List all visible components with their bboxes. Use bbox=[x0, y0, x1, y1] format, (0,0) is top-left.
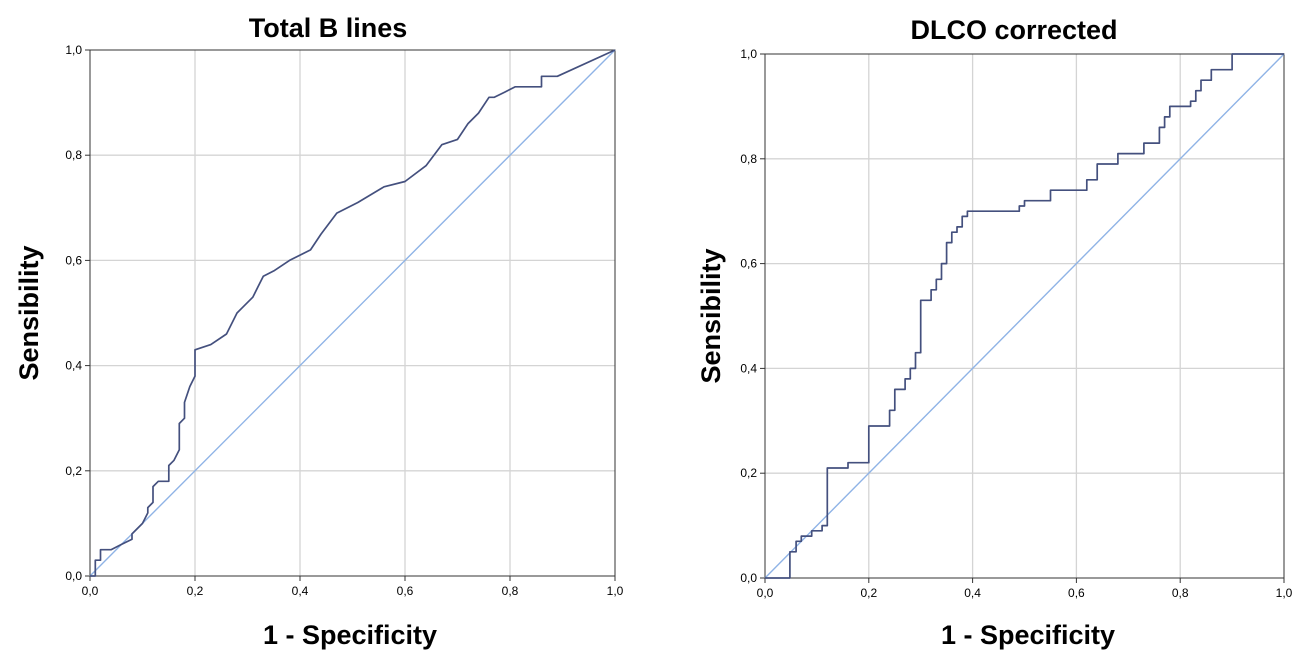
chart-title: DLCO corrected bbox=[910, 15, 1117, 45]
x-tick-label: 1,0 bbox=[1276, 586, 1293, 600]
plot-frame bbox=[89, 49, 616, 577]
y-tick-label: 0,4 bbox=[740, 361, 757, 375]
y-tick-label: 1,0 bbox=[740, 47, 757, 61]
x-tick-label: 0,8 bbox=[502, 584, 519, 598]
x-tick-label: 0,8 bbox=[1172, 586, 1189, 600]
x-axis-label: 1 - Specificity bbox=[263, 620, 437, 650]
y-tick-label: 1,0 bbox=[65, 43, 82, 57]
y-tick-label: 0,6 bbox=[740, 257, 757, 271]
chart-title: Total B lines bbox=[249, 13, 408, 43]
y-tick-label: 0,0 bbox=[740, 571, 757, 585]
x-tick-label: 0,0 bbox=[757, 586, 774, 600]
plot-area: 0,0 0,2 0,4 0,6 0,8 1,0 0,0 0,2 0,4 0,6 0,8 1,0 bbox=[65, 43, 623, 598]
x-tick-label: 0,2 bbox=[187, 584, 204, 598]
chart-panel-dlco-corrected: DLCO corrected 1 - Specificity Sensibili… bbox=[696, 15, 1293, 650]
x-tick-label: 1,0 bbox=[607, 584, 624, 598]
roc-curve-line bbox=[765, 53, 1284, 579]
chart-panel-total-b-lines: Total B lines 1 - Specificity Sensibilit… bbox=[14, 13, 624, 650]
x-axis-label: 1 - Specificity bbox=[941, 620, 1115, 650]
x-tick-label: 0,6 bbox=[1068, 586, 1085, 600]
x-tick-label: 0,4 bbox=[292, 584, 309, 598]
y-tick-label: 0,2 bbox=[740, 466, 757, 480]
x-tick-label: 0,0 bbox=[82, 584, 99, 598]
plot-frame bbox=[764, 53, 1285, 579]
x-tick-label: 0,4 bbox=[964, 586, 981, 600]
y-tick-label: 0,8 bbox=[65, 148, 82, 162]
x-tick-label: 0,2 bbox=[860, 586, 877, 600]
y-tick-label: 0,2 bbox=[65, 464, 82, 478]
x-tick-label: 0,6 bbox=[397, 584, 414, 598]
plot-area: 0,0 0,2 0,4 0,6 0,8 1,0 0,0 0,2 0,4 0,6 0,8 1,0 bbox=[740, 47, 1292, 600]
y-tick-label: 0,4 bbox=[65, 359, 82, 373]
y-tick-label: 0,6 bbox=[65, 253, 82, 267]
y-tick-label: 0,0 bbox=[65, 569, 82, 583]
y-axis-label: Sensibility bbox=[696, 248, 726, 383]
roc-curve-line bbox=[90, 49, 616, 577]
reference-diagonal-line bbox=[764, 53, 1285, 579]
y-tick-label: 0,8 bbox=[740, 152, 757, 166]
reference-diagonal-line bbox=[89, 49, 616, 577]
y-axis-label: Sensibility bbox=[14, 245, 44, 380]
